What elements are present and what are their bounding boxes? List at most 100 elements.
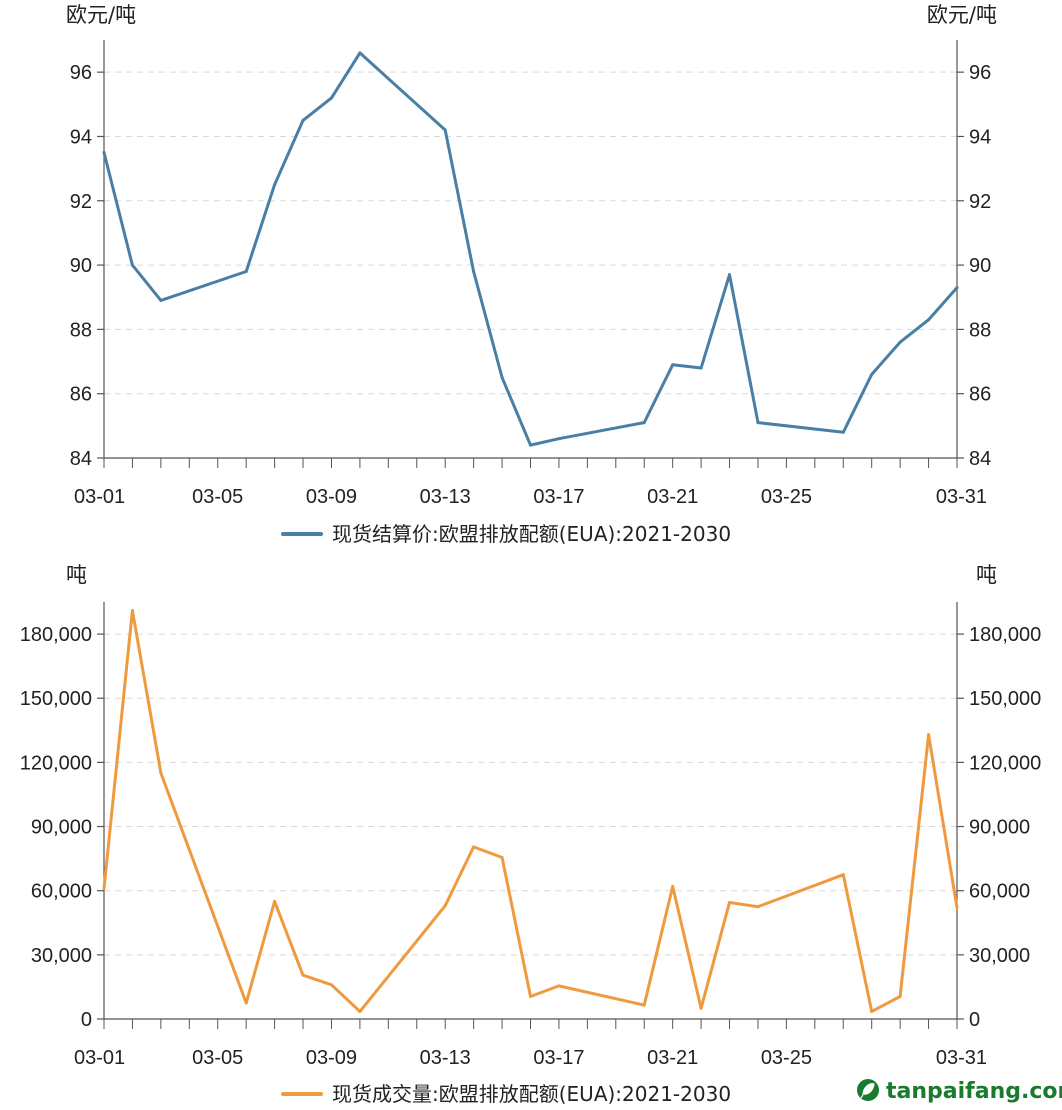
data-point xyxy=(728,900,732,904)
x-tick-label: 03-09 xyxy=(306,1047,357,1069)
data-point xyxy=(642,421,646,425)
y-unit-left: 吨 xyxy=(66,563,87,587)
data-point xyxy=(329,96,333,100)
data-point xyxy=(500,856,504,860)
data-point xyxy=(870,1010,874,1014)
x-tick-label: 03-01 xyxy=(74,1047,125,1069)
data-point xyxy=(728,273,732,277)
data-point xyxy=(699,1006,703,1010)
x-tick-label: 03-25 xyxy=(761,486,812,508)
data-point xyxy=(927,733,931,737)
y-tick-label-right: 86 xyxy=(969,384,991,406)
data-point xyxy=(443,128,447,132)
y-tick-label-left: 96 xyxy=(70,62,92,84)
y-tick-label-left: 90 xyxy=(70,255,92,277)
data-point xyxy=(130,263,134,267)
data-point xyxy=(870,372,874,376)
y-tick-label-left: 150,000 xyxy=(20,688,92,710)
data-point xyxy=(301,118,305,122)
y-unit-right: 欧元/吨 xyxy=(927,3,997,27)
x-tick-label: 03-05 xyxy=(192,1047,243,1069)
y-tick-label-right: 180,000 xyxy=(969,624,1041,646)
y-tick-label-right: 96 xyxy=(969,62,991,84)
y-tick-label-right: 120,000 xyxy=(969,752,1041,774)
data-point xyxy=(102,887,106,891)
data-point xyxy=(529,443,532,447)
data-point xyxy=(955,906,959,910)
data-point xyxy=(443,904,447,908)
data-point xyxy=(159,771,163,775)
x-tick-label: 03-21 xyxy=(647,1047,698,1069)
y-tick-label-right: 60,000 xyxy=(969,881,1030,903)
data-point xyxy=(273,183,277,187)
data-point xyxy=(358,1010,362,1014)
data-point xyxy=(841,873,845,877)
y-tick-label-left: 94 xyxy=(70,126,92,148)
data-point xyxy=(756,421,760,425)
data-point xyxy=(358,51,362,55)
x-tick-label: 03-05 xyxy=(192,486,243,508)
data-point xyxy=(472,270,476,274)
data-point xyxy=(500,376,504,380)
y-unit-right: 吨 xyxy=(976,563,997,587)
series-line xyxy=(102,51,959,447)
x-tick-label: 03-31 xyxy=(936,1047,987,1069)
x-tick-label: 03-21 xyxy=(647,486,698,508)
data-point xyxy=(756,905,760,909)
data-point xyxy=(955,286,959,290)
data-point xyxy=(642,1003,646,1007)
data-point xyxy=(699,366,703,370)
y-tick-label-right: 90,000 xyxy=(969,817,1030,839)
y-tick-label-left: 92 xyxy=(70,191,92,213)
data-point xyxy=(102,151,106,155)
data-point xyxy=(841,430,845,434)
data-point xyxy=(130,609,134,613)
data-point xyxy=(927,318,931,322)
data-point xyxy=(529,995,532,999)
x-tick-label: 03-31 xyxy=(936,486,987,508)
watermark-text: tanpaifang.com xyxy=(886,1079,1062,1104)
data-point xyxy=(472,845,476,849)
y-tick-label-left: 180,000 xyxy=(20,624,92,646)
legend-label: 现货结算价:欧盟排放配额(EUA):2021-2030 xyxy=(332,522,731,546)
y-tick-label-right: 88 xyxy=(969,319,991,341)
y-tick-label-left: 86 xyxy=(70,384,92,406)
x-tick-label: 03-13 xyxy=(420,1047,471,1069)
x-tick-label: 03-25 xyxy=(761,1047,812,1069)
x-tick-label: 03-17 xyxy=(533,486,584,508)
y-tick-label-left: 88 xyxy=(70,319,92,341)
data-point xyxy=(557,437,561,441)
data-point xyxy=(244,1001,248,1005)
series-line xyxy=(102,609,959,1013)
data-point xyxy=(329,983,333,987)
y-tick-label-right: 92 xyxy=(969,191,991,213)
y-tick-label-left: 0 xyxy=(81,1009,92,1031)
data-point xyxy=(671,363,675,367)
y-tick-label-right: 84 xyxy=(969,448,991,470)
data-point xyxy=(244,270,248,274)
data-point xyxy=(273,899,277,903)
data-point xyxy=(159,298,163,302)
x-tick-label: 03-01 xyxy=(74,486,125,508)
x-tick-label: 03-13 xyxy=(420,486,471,508)
y-tick-label-right: 90 xyxy=(969,255,991,277)
price-chart: 84 84 86 86 88 88 90 90 92 92 94 94 96 96 03-01 03-05 03… xyxy=(66,3,997,546)
y-tick-label-left: 120,000 xyxy=(20,752,92,774)
data-point xyxy=(671,884,675,888)
data-point xyxy=(301,973,305,977)
y-tick-label-left: 30,000 xyxy=(31,945,92,967)
data-point xyxy=(557,984,561,988)
legend-label: 现货成交量:欧盟排放配额(EUA):2021-2030 xyxy=(332,1082,731,1106)
data-point xyxy=(898,995,902,999)
volume-chart: 0 0 30,000 30,000 60,000 60,000 90,000 90,000 12… xyxy=(20,563,1042,1106)
y-tick-label-right: 150,000 xyxy=(969,688,1041,710)
y-tick-label-left: 90,000 xyxy=(31,817,92,839)
x-tick-label: 03-09 xyxy=(306,486,357,508)
y-unit-left: 欧元/吨 xyxy=(66,3,136,27)
watermark: tanpaifang.com xyxy=(857,1079,1062,1104)
data-point xyxy=(898,340,902,344)
y-tick-label-right: 30,000 xyxy=(969,945,1030,967)
x-tick-label: 03-17 xyxy=(533,1047,584,1069)
y-tick-label-right: 0 xyxy=(969,1009,980,1031)
